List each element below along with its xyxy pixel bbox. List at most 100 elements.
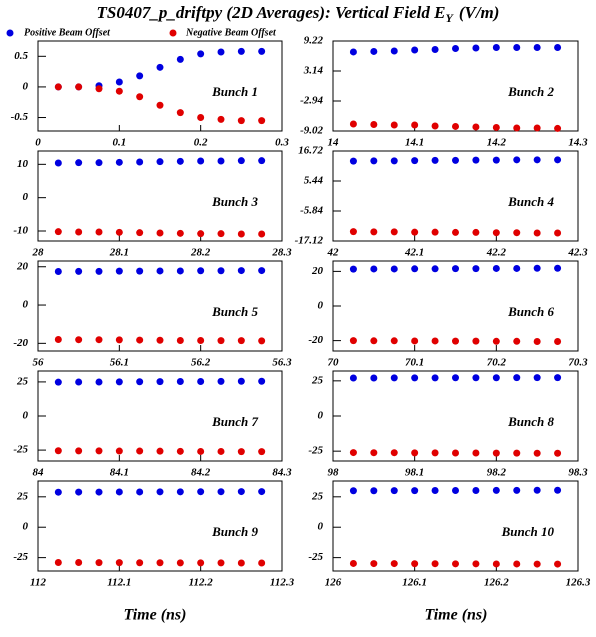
y-tick-label: 16.72: [298, 145, 323, 157]
point: [75, 378, 83, 386]
point: [411, 337, 419, 345]
x-tick-label: 126.2: [484, 577, 509, 589]
x-tick-label: 84.2: [191, 467, 211, 479]
x-tick-label: 56.1: [110, 357, 129, 369]
point: [237, 267, 245, 275]
point: [431, 486, 439, 494]
point: [136, 488, 144, 496]
point: [217, 377, 225, 385]
point: [554, 449, 562, 457]
point: [136, 447, 144, 455]
x-tick-label: 84.1: [110, 467, 129, 479]
x-tick-label: 42.2: [486, 247, 507, 259]
point: [156, 336, 164, 344]
point: [258, 377, 266, 385]
point: [513, 560, 521, 568]
point: [554, 264, 562, 272]
plot-frame: [332, 150, 579, 242]
y-tick-label: 0.5: [14, 50, 28, 62]
x-tick-label: 28: [32, 247, 45, 259]
point: [452, 560, 459, 568]
point: [390, 265, 398, 273]
point: [197, 114, 205, 122]
point: [370, 560, 378, 568]
y-tick-label: 9.22: [304, 35, 324, 47]
point: [452, 374, 459, 382]
x-tick-label: 0.2: [194, 137, 208, 149]
point: [197, 336, 205, 344]
y-tick-label: 0: [23, 80, 29, 92]
plot-frame: [37, 40, 283, 132]
x-tick-label: 112: [30, 577, 46, 589]
point: [95, 267, 103, 275]
point: [370, 337, 378, 345]
point: [75, 267, 83, 275]
point: [533, 44, 541, 52]
point: [390, 560, 398, 568]
panel-annotation: Bunch 4: [507, 194, 554, 209]
x-tick-label: 42.3: [567, 247, 588, 259]
point: [95, 85, 103, 93]
point: [258, 488, 266, 496]
point: [156, 229, 164, 237]
point: [176, 378, 184, 385]
point: [54, 83, 62, 91]
point: [75, 488, 83, 496]
point: [237, 47, 245, 55]
point: [115, 488, 123, 496]
point: [390, 449, 398, 457]
point: [472, 560, 480, 568]
y-tick-label: 0: [23, 299, 29, 311]
x-tick-label: 0.3: [275, 137, 289, 149]
x-tick-label: 28.1: [109, 247, 129, 259]
point: [156, 101, 164, 109]
x-tick-label: 98.1: [405, 467, 424, 479]
point: [176, 488, 184, 496]
point: [115, 78, 123, 86]
point: [54, 268, 62, 276]
point: [452, 228, 459, 236]
point: [431, 122, 439, 130]
x-axis-label: Time (ns): [425, 607, 488, 624]
x-tick-label: 126: [325, 577, 342, 589]
point: [217, 559, 225, 567]
point: [411, 265, 419, 273]
point: [513, 264, 521, 272]
point: [513, 229, 521, 237]
point: [554, 337, 562, 345]
point: [370, 47, 378, 55]
x-tick-label: 70: [328, 357, 340, 369]
y-tick-label: 25: [16, 490, 29, 502]
point: [237, 448, 245, 456]
point: [370, 374, 378, 382]
point: [54, 378, 62, 386]
point: [75, 159, 83, 167]
point: [472, 156, 480, 164]
point: [554, 374, 562, 382]
legend-label: Negative Beam Offset: [185, 27, 277, 38]
point: [176, 109, 184, 117]
point: [431, 45, 439, 53]
plot-frame: [37, 480, 283, 572]
point: [513, 486, 521, 494]
point: [197, 559, 205, 567]
point: [75, 336, 83, 344]
point: [176, 55, 184, 63]
point: [390, 337, 398, 345]
point: [115, 158, 123, 166]
point: [217, 267, 225, 275]
point: [492, 44, 500, 52]
y-tick-label: -20: [308, 334, 323, 346]
point: [390, 121, 398, 129]
point: [492, 449, 500, 457]
point: [431, 228, 439, 236]
legend-marker: [6, 29, 14, 37]
point: [197, 378, 205, 385]
point: [156, 63, 164, 71]
point: [390, 47, 398, 55]
x-tick-label: 0.1: [112, 137, 126, 149]
point: [411, 487, 419, 495]
point: [136, 93, 144, 101]
x-tick-label: 42: [327, 247, 340, 259]
y-tick-label: 0: [318, 300, 324, 312]
